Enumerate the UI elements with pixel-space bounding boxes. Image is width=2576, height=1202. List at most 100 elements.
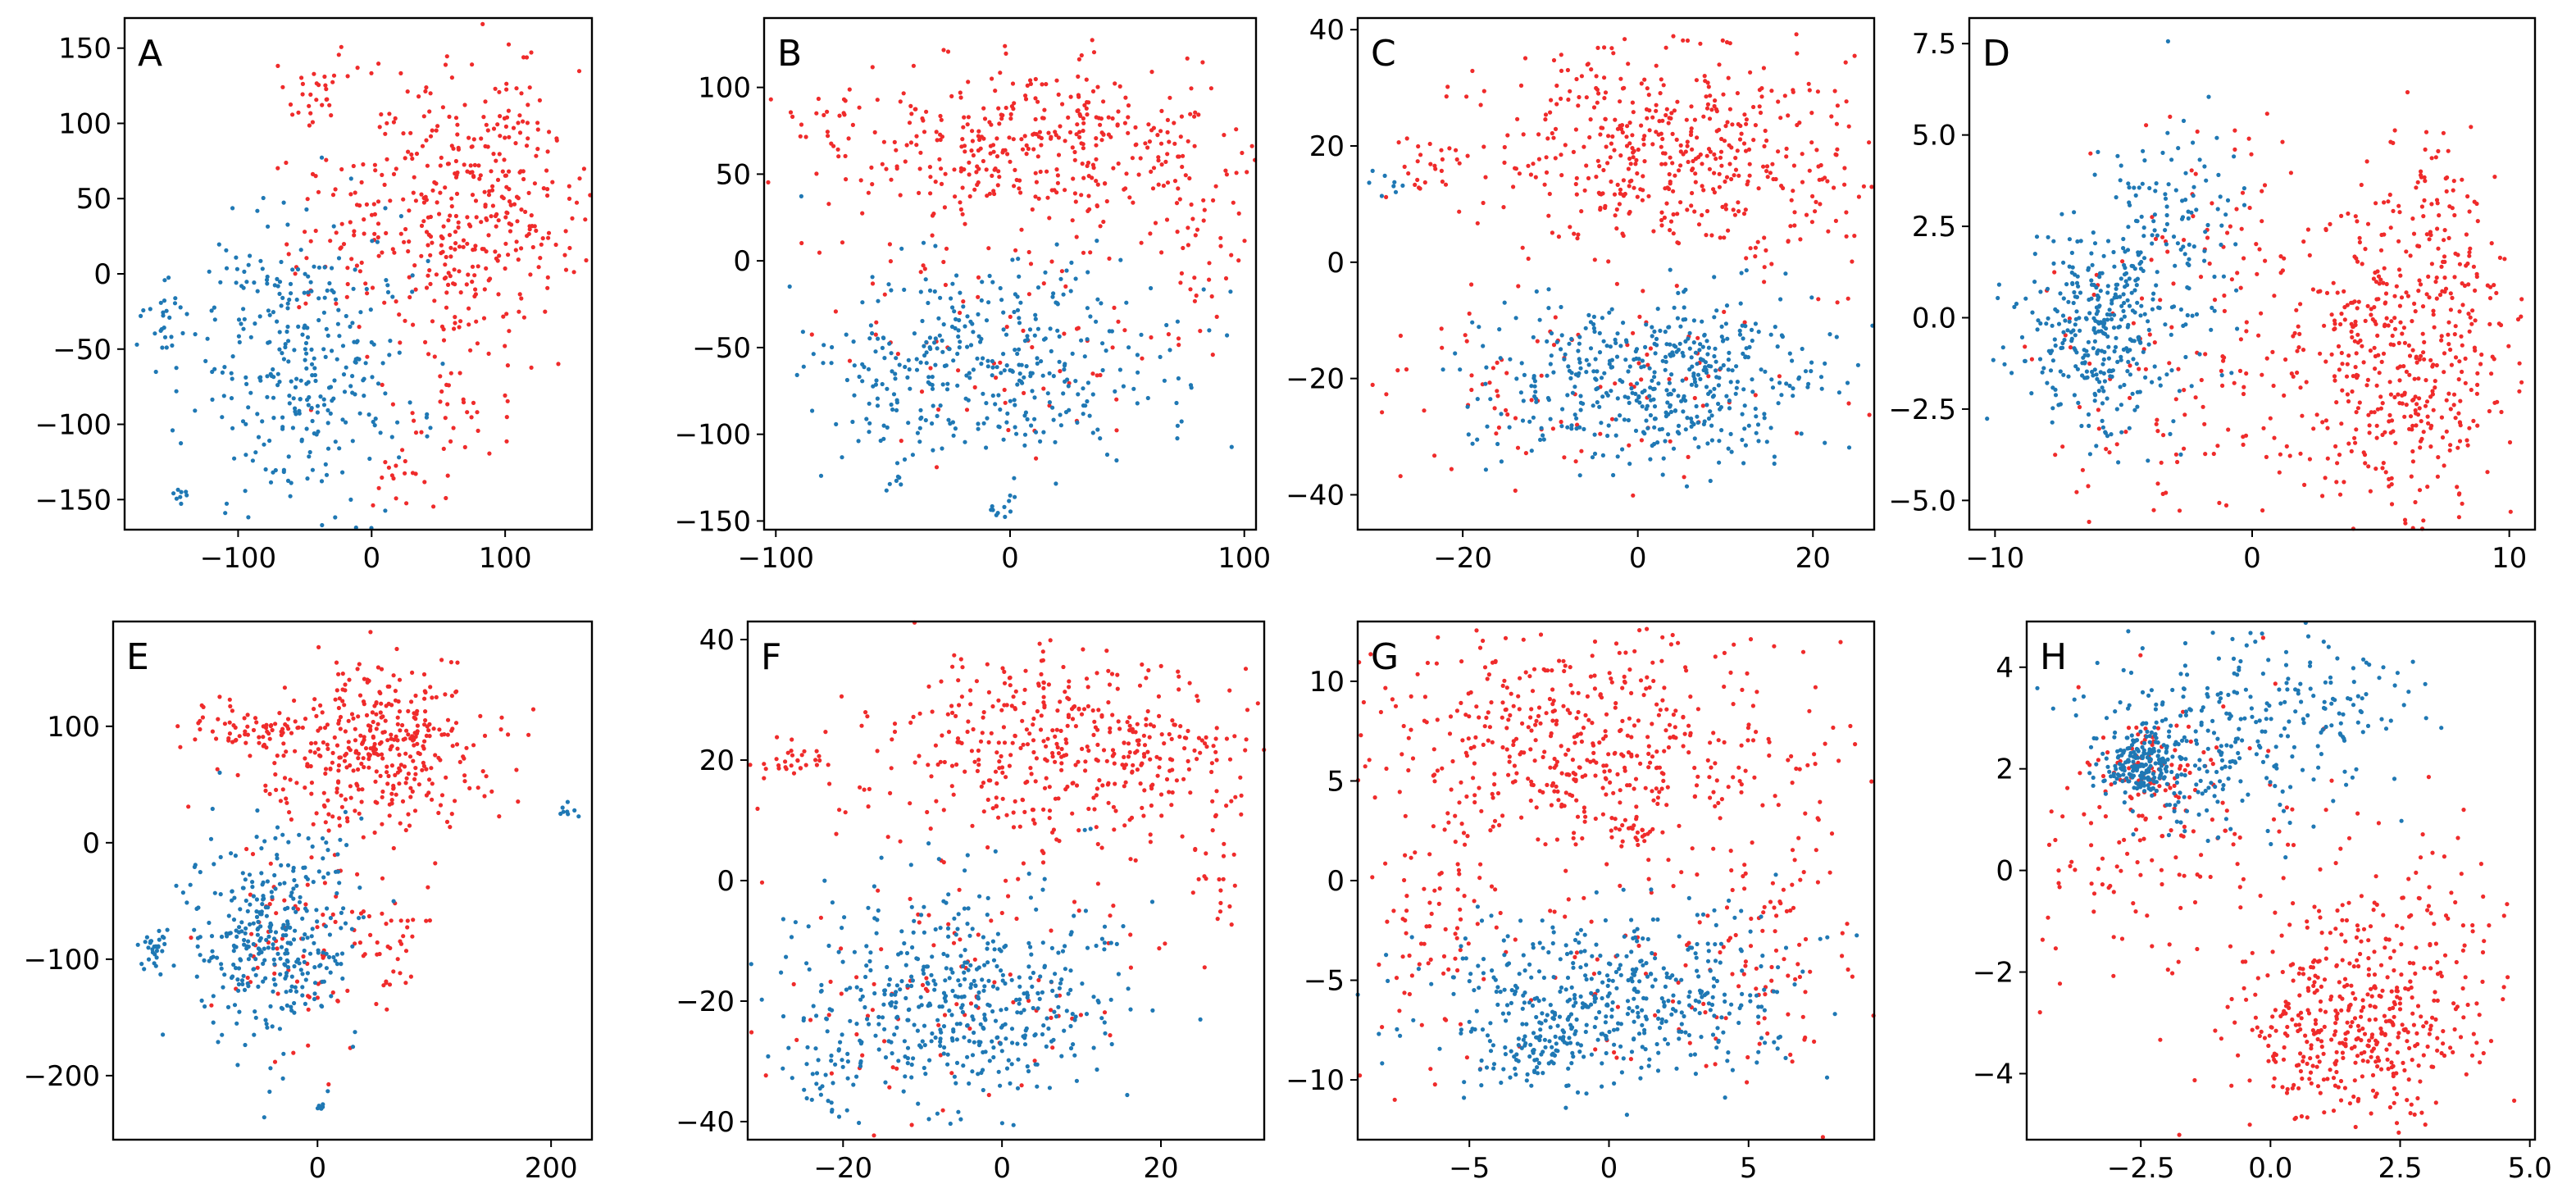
- data-point-blue: [1004, 420, 1009, 425]
- data-point-blue: [1068, 289, 1073, 294]
- data-point-red: [1686, 454, 1691, 460]
- data-point-red: [2433, 280, 2438, 285]
- data-point-blue: [1013, 292, 1017, 297]
- data-point-red: [296, 110, 301, 115]
- data-point-red: [1106, 115, 1111, 120]
- data-point-red: [2422, 339, 2427, 344]
- data-point-red: [1744, 256, 1749, 261]
- data-point-red: [439, 155, 444, 160]
- data-point-blue: [1630, 390, 1635, 395]
- data-point-blue: [275, 371, 280, 376]
- data-point-blue: [230, 974, 235, 979]
- data-point-blue: [270, 895, 275, 899]
- data-point-red: [345, 819, 350, 824]
- data-point-red: [1179, 114, 1184, 119]
- data-point-blue: [335, 357, 339, 362]
- data-point-red: [386, 465, 391, 470]
- data-point-blue: [343, 921, 348, 926]
- data-point-red: [550, 180, 555, 184]
- data-point-red: [2475, 423, 2480, 428]
- data-point-blue: [280, 295, 285, 300]
- data-point-blue: [958, 290, 963, 295]
- data-point-blue: [215, 955, 220, 960]
- data-point-blue: [1029, 423, 1034, 428]
- data-point-red: [1000, 150, 1005, 155]
- data-point-red: [2367, 423, 2372, 428]
- data-point-blue: [885, 386, 890, 391]
- data-point-blue: [1636, 357, 1641, 362]
- data-point-red: [2238, 285, 2243, 290]
- data-point-red: [381, 983, 386, 988]
- data-point-blue: [282, 881, 287, 886]
- data-point-red: [2152, 340, 2157, 345]
- data-point-red: [958, 166, 964, 171]
- data-point-red: [1095, 182, 1100, 187]
- data-point-blue: [2095, 349, 2100, 354]
- data-point-blue: [2114, 282, 2119, 287]
- data-point-blue: [2122, 300, 2127, 306]
- data-point-blue: [2070, 280, 2075, 285]
- data-point-blue: [1049, 348, 1054, 353]
- data-point-red: [1033, 96, 1038, 101]
- data-point-red: [2397, 378, 2402, 383]
- data-point-blue: [1545, 395, 1550, 401]
- data-point-red: [483, 99, 488, 104]
- data-point-red: [2244, 320, 2249, 325]
- data-point-red: [2335, 290, 2340, 295]
- data-point-red: [1099, 138, 1104, 143]
- data-point-red: [833, 309, 839, 314]
- data-point-blue: [1684, 484, 1690, 489]
- data-point-red: [1826, 229, 1831, 234]
- data-point-red: [348, 795, 353, 800]
- data-point-blue: [868, 323, 873, 328]
- data-point-blue: [2187, 262, 2191, 267]
- data-point-red: [2401, 326, 2406, 330]
- data-point-red: [567, 184, 571, 189]
- data-point-blue: [271, 395, 276, 400]
- data-point-red: [1218, 235, 1223, 240]
- data-point-blue: [2165, 130, 2170, 135]
- data-point-red: [1406, 171, 1411, 176]
- data-point-blue: [2100, 401, 2105, 406]
- data-point-blue: [1652, 375, 1657, 380]
- data-point-red: [2383, 322, 2387, 327]
- data-point-blue: [2112, 264, 2117, 269]
- data-point-red: [398, 340, 403, 345]
- data-point-blue: [1098, 436, 1103, 441]
- data-point-red: [395, 715, 400, 720]
- data-point-blue: [1149, 285, 1154, 291]
- data-point-blue: [1742, 426, 1747, 431]
- data-point-red: [1678, 200, 1683, 205]
- data-point-blue: [296, 324, 301, 329]
- data-point-blue: [1549, 353, 1554, 358]
- data-point-blue: [1737, 328, 1742, 333]
- data-point-red: [914, 143, 919, 148]
- data-point-blue: [1038, 439, 1043, 444]
- data-point-red: [1559, 96, 1563, 101]
- data-point-red: [1122, 328, 1127, 333]
- data-point-blue: [1681, 317, 1686, 322]
- data-point-red: [1138, 156, 1143, 161]
- data-point-blue: [2166, 182, 2171, 187]
- data-point-blue: [239, 978, 245, 983]
- data-point-red: [2402, 414, 2407, 419]
- data-point-blue: [2153, 189, 2158, 194]
- data-point-blue: [930, 382, 935, 388]
- data-point-blue: [1663, 330, 1668, 335]
- data-point-blue: [2105, 396, 2109, 401]
- data-point-red: [410, 789, 415, 795]
- data-point-blue: [370, 375, 375, 380]
- data-point-red: [426, 885, 430, 890]
- data-point-blue: [257, 314, 262, 319]
- data-point-blue: [940, 349, 945, 354]
- data-point-red: [1705, 102, 1710, 107]
- data-point-red: [2414, 402, 2419, 407]
- data-point-red: [1559, 153, 1563, 157]
- data-point-red: [186, 804, 191, 809]
- data-point-red: [1049, 259, 1054, 264]
- data-point-blue: [2070, 265, 2075, 270]
- data-point-red: [412, 776, 417, 781]
- data-point-red: [275, 63, 280, 68]
- data-point-red: [419, 430, 424, 435]
- data-point-blue: [2123, 279, 2128, 284]
